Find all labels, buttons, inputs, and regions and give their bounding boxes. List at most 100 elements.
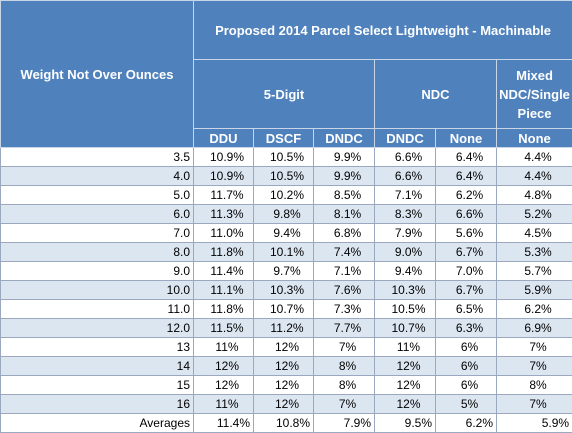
rate-cell: 7.6% <box>313 280 375 300</box>
table-header: Weight Not Over Ounces Proposed 2014 Par… <box>0 0 572 148</box>
group-mixed-ndc: Mixed NDC/Single Piece <box>495 59 572 129</box>
rate-cell: 7.3% <box>313 299 375 319</box>
rate-cell: 12% <box>253 394 314 414</box>
table-row: 3.5 10.9% 10.5% 9.9% 6.6% 6.4% 4.4% <box>0 147 572 167</box>
weight-cell: 3.5 <box>0 147 194 167</box>
rate-cell: 5.2% <box>495 204 572 224</box>
weight-cell: 5.0 <box>0 185 194 205</box>
weight-cell: 16 <box>0 394 194 414</box>
rate-cell: 7.7% <box>313 318 375 338</box>
table-row: 12.0 11.5% 11.2% 7.7% 10.7% 6.3% 6.9% <box>0 318 572 338</box>
rate-cell: 6.6% <box>435 204 497 224</box>
weight-cell: 9.0 <box>0 261 194 281</box>
averages-label: Averages <box>0 413 194 433</box>
average-cell: 5.9% <box>495 413 572 433</box>
rate-cell: 8.1% <box>313 204 375 224</box>
rate-cell: 6.4% <box>435 147 497 167</box>
rate-cell: 10.9% <box>193 166 254 186</box>
rate-cell: 10.7% <box>374 318 436 338</box>
rate-cell: 7% <box>495 356 572 376</box>
rate-cell: 4.5% <box>495 223 572 243</box>
average-cell: 11.4% <box>193 413 254 433</box>
rate-cell: 9.8% <box>253 204 314 224</box>
rate-cell: 6.7% <box>435 280 497 300</box>
rate-cell: 11.8% <box>193 299 254 319</box>
rate-cell: 6.2% <box>435 185 497 205</box>
average-cell: 9.5% <box>374 413 436 433</box>
rate-cell: 12% <box>193 375 254 395</box>
table-row: 14 12% 12% 8% 12% 6% 7% <box>0 356 572 376</box>
rate-cell: 4.8% <box>495 185 572 205</box>
rate-cell: 12% <box>253 337 314 357</box>
rate-cell: 7% <box>313 337 375 357</box>
rate-cell: 10.9% <box>193 147 254 167</box>
rate-cell: 7.1% <box>374 185 436 205</box>
rate-cell: 12% <box>253 375 314 395</box>
rate-cell: 6.6% <box>374 166 436 186</box>
subcol-dscf: DSCF <box>253 128 314 148</box>
rate-cell: 6.3% <box>435 318 497 338</box>
weight-cell: 7.0 <box>0 223 194 243</box>
rate-cell: 10.5% <box>253 147 314 167</box>
group-5-digit: 5-Digit <box>193 59 375 129</box>
rate-cell: 6.9% <box>495 318 572 338</box>
table-body: 3.5 10.9% 10.5% 9.9% 6.6% 6.4% 4.4% 4.0 10.9% 10.… <box>0 147 572 433</box>
rate-cell: 11.2% <box>253 318 314 338</box>
subcol-dndc: DNDC <box>313 128 375 148</box>
table-row: 15 12% 12% 8% 12% 6% 8% <box>0 375 572 395</box>
average-cell: 6.2% <box>435 413 497 433</box>
row-label-header: Weight Not Over Ounces <box>0 0 194 148</box>
rate-cell: 7.4% <box>313 242 375 262</box>
weight-cell: 11.0 <box>0 299 194 319</box>
subcol-ndc-dndc: DNDC <box>374 128 436 148</box>
rate-cell: 5.7% <box>495 261 572 281</box>
rate-cell: 11% <box>193 394 254 414</box>
rate-cell: 11.5% <box>193 318 254 338</box>
rate-cell: 11.8% <box>193 242 254 262</box>
rate-cell: 11.7% <box>193 185 254 205</box>
rate-cell: 7.9% <box>374 223 436 243</box>
rate-cell: 9.4% <box>253 223 314 243</box>
rate-cell: 9.9% <box>313 166 375 186</box>
rate-cell: 5.6% <box>435 223 497 243</box>
header-group-row: 5-Digit NDC Mixed NDC/Single Piece <box>1 59 572 129</box>
rate-cell: 10.7% <box>253 299 314 319</box>
rate-cell: 6% <box>435 375 497 395</box>
rate-cell: 6.5% <box>435 299 497 319</box>
rate-cell: 10.5% <box>374 299 436 319</box>
rate-cell: 7.0% <box>435 261 497 281</box>
table-row: 9.0 11.4% 9.7% 7.1% 9.4% 7.0% 5.7% <box>0 261 572 281</box>
rate-cell: 12% <box>374 375 436 395</box>
rate-cell: 6% <box>435 356 497 376</box>
table-row: 10.0 11.1% 10.3% 7.6% 10.3% 6.7% 5.9% <box>0 280 572 300</box>
rate-cell: 7% <box>313 394 375 414</box>
rate-cell: 7.1% <box>313 261 375 281</box>
average-cell: 10.8% <box>253 413 314 433</box>
rate-cell: 4.4% <box>495 147 572 167</box>
average-cell: 7.9% <box>313 413 375 433</box>
group-ndc: NDC <box>374 59 497 129</box>
rate-cell: 5% <box>435 394 497 414</box>
weight-cell: 13 <box>0 337 194 357</box>
weight-cell: 10.0 <box>0 280 194 300</box>
rate-cell: 12% <box>253 356 314 376</box>
weight-cell: 14 <box>0 356 194 376</box>
rate-cell: 5.3% <box>495 242 572 262</box>
table-row: 4.0 10.9% 10.5% 9.9% 6.6% 6.4% 4.4% <box>0 166 572 186</box>
rate-cell: 8.3% <box>374 204 436 224</box>
table-row: 7.0 11.0% 9.4% 6.8% 7.9% 5.6% 4.5% <box>0 223 572 243</box>
rate-cell: 6.8% <box>313 223 375 243</box>
rate-cell: 10.3% <box>374 280 436 300</box>
rate-cell: 11.3% <box>193 204 254 224</box>
rate-cell: 6.4% <box>435 166 497 186</box>
averages-row: Averages 11.4% 10.8% 7.9% 9.5% 6.2% 5.9% <box>0 413 572 433</box>
rate-cell: 10.5% <box>253 166 314 186</box>
rate-cell: 12% <box>374 394 436 414</box>
weight-cell: 15 <box>0 375 194 395</box>
rate-cell: 9.7% <box>253 261 314 281</box>
table-row: 16 11% 12% 7% 12% 5% 7% <box>0 394 572 414</box>
rate-cell: 6.2% <box>495 299 572 319</box>
rate-cell: 6.6% <box>374 147 436 167</box>
header-subcolumn-row: DDU DSCF DNDC DNDC None None <box>1 128 572 148</box>
rate-cell: 11.1% <box>193 280 254 300</box>
